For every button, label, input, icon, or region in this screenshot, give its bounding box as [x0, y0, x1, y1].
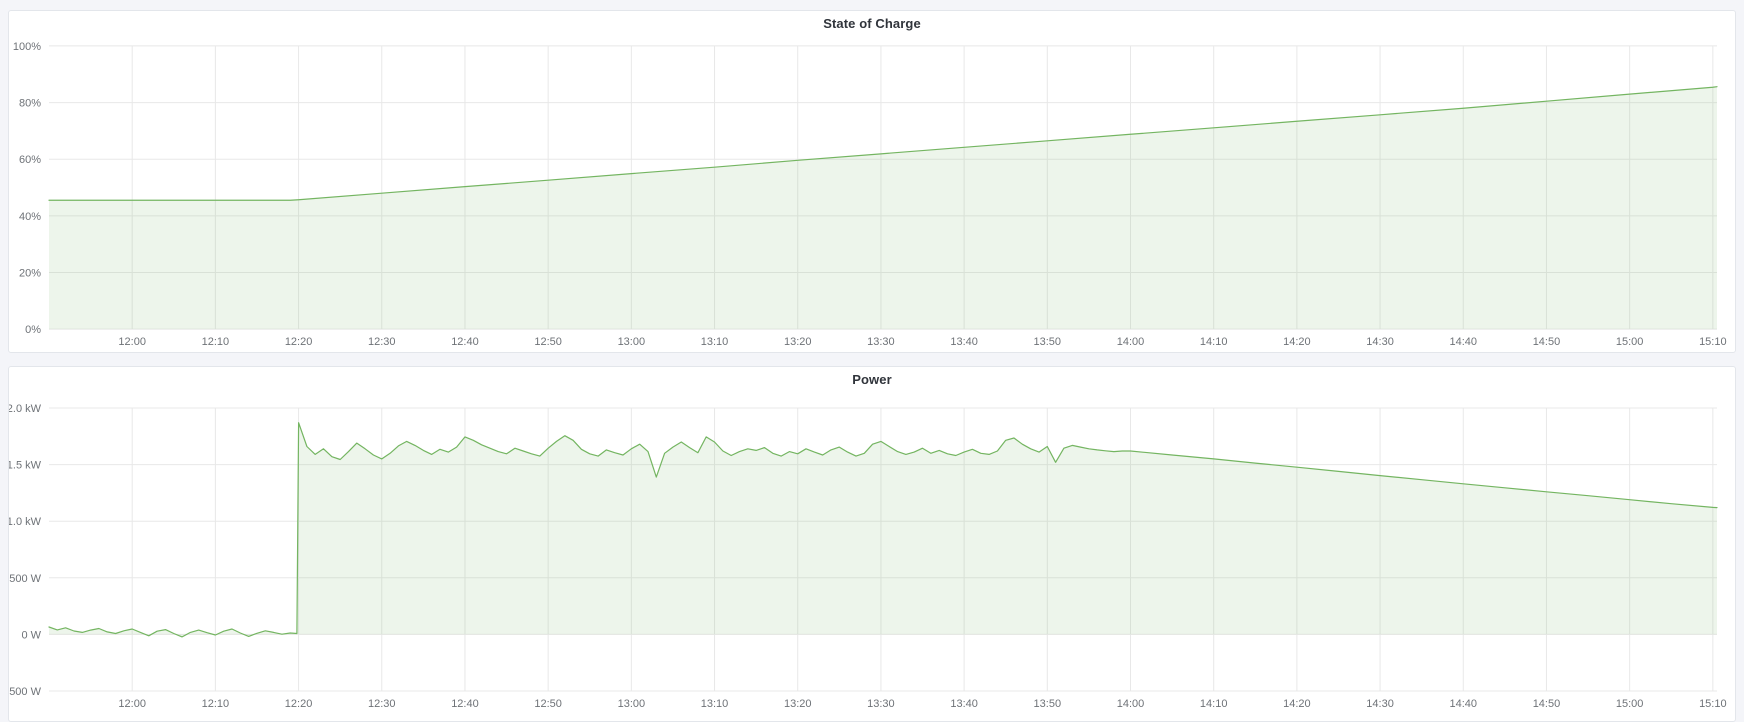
x-tick-label: 12:00: [118, 698, 146, 710]
x-tick-label: 12:00: [118, 336, 146, 348]
series-line: [48, 86, 1718, 201]
y-tick-label: 500 W: [9, 573, 41, 585]
power-chart[interactable]: -500 W 0 W 500 W 1.0 kW 1.5 kW 2.0 kW 12:00 12:…: [9, 391, 1735, 721]
panel-power: Power -500 W 0 W 500 W 1.0 kW 1.5 kW 2.0 kW 12…: [8, 366, 1736, 722]
x-tick-label: 15:00: [1616, 336, 1644, 348]
y-tick-label: 1.5 kW: [9, 460, 42, 472]
panel-body-state-of-charge: 0% 20% 40% 60% 80% 100% 12:00 12:10 12:20 12:30 12…: [9, 35, 1735, 352]
x-tick-label: 14:00: [1117, 698, 1145, 710]
y-tick-label: 100%: [13, 41, 41, 53]
panel-title-power: Power: [852, 371, 892, 387]
series-area: [49, 86, 1717, 330]
y-tick-label: 0 W: [21, 629, 41, 641]
x-tick-label: 13:50: [1034, 336, 1062, 348]
y-tick-label: 80%: [19, 98, 41, 110]
state-of-charge-chart[interactable]: 0% 20% 40% 60% 80% 100% 12:00 12:10 12:20 12:30 12…: [9, 35, 1735, 352]
x-tick-label: 14:10: [1200, 698, 1228, 710]
x-tick-label: 14:20: [1283, 336, 1311, 348]
x-tick-label: 13:20: [784, 336, 812, 348]
y-tick-label: 20%: [19, 268, 41, 280]
x-tick-label: 14:10: [1200, 336, 1228, 348]
series-area: [49, 422, 1717, 637]
y-tick-label: 1.0 kW: [9, 516, 42, 528]
panel-header-power[interactable]: Power: [9, 367, 1735, 391]
x-tick-label: 13:50: [1034, 698, 1062, 710]
series-line: [48, 422, 1718, 638]
x-tick-label: 12:40: [451, 336, 479, 348]
x-tick-label: 14:40: [1450, 336, 1478, 348]
x-tick-label: 15:10: [1699, 698, 1727, 710]
y-tick-label: 60%: [19, 154, 41, 166]
panel-title-state-of-charge: State of Charge: [823, 15, 921, 31]
x-tick-label: 12:30: [368, 698, 396, 710]
x-tick-label: 15:10: [1699, 336, 1727, 348]
x-tick-label: 13:40: [950, 698, 978, 710]
panel-state-of-charge: State of Charge 0% 20% 40% 60% 80% 100% 12:00 1…: [8, 10, 1736, 353]
panel-header-state-of-charge[interactable]: State of Charge: [9, 11, 1735, 35]
x-tick-label: 13:20: [784, 698, 812, 710]
x-tick-label: 13:30: [867, 336, 895, 348]
y-tick-label: 0%: [25, 324, 41, 336]
x-tick-label: 13:10: [701, 336, 729, 348]
x-tick-label: 14:00: [1117, 336, 1145, 348]
x-tick-label: 14:30: [1366, 698, 1394, 710]
x-tick-label: 13:00: [618, 336, 646, 348]
x-tick-label: 12:40: [451, 698, 479, 710]
x-tick-label: 12:50: [534, 698, 562, 710]
x-tick-label: 14:50: [1533, 336, 1561, 348]
y-tick-label: -500 W: [9, 686, 42, 698]
x-tick-label: 12:20: [285, 336, 313, 348]
x-tick-label: 13:40: [950, 336, 978, 348]
x-tick-label: 13:00: [618, 698, 646, 710]
y-tick-label: 2.0 kW: [9, 403, 42, 415]
x-tick-label: 12:10: [202, 336, 230, 348]
x-tick-label: 15:00: [1616, 698, 1644, 710]
x-tick-label: 14:30: [1366, 336, 1394, 348]
x-tick-label: 13:10: [701, 698, 729, 710]
x-tick-label: 14:20: [1283, 698, 1311, 710]
x-tick-label: 13:30: [867, 698, 895, 710]
x-tick-label: 12:30: [368, 336, 396, 348]
y-tick-label: 40%: [19, 211, 41, 223]
x-tick-label: 14:40: [1449, 698, 1477, 710]
x-tick-label: 12:10: [202, 698, 230, 710]
x-tick-label: 14:50: [1533, 698, 1561, 710]
x-tick-label: 12:50: [534, 336, 562, 348]
x-tick-label: 12:20: [285, 698, 313, 710]
panel-body-power: -500 W 0 W 500 W 1.0 kW 1.5 kW 2.0 kW 12:00 12:…: [9, 391, 1735, 721]
